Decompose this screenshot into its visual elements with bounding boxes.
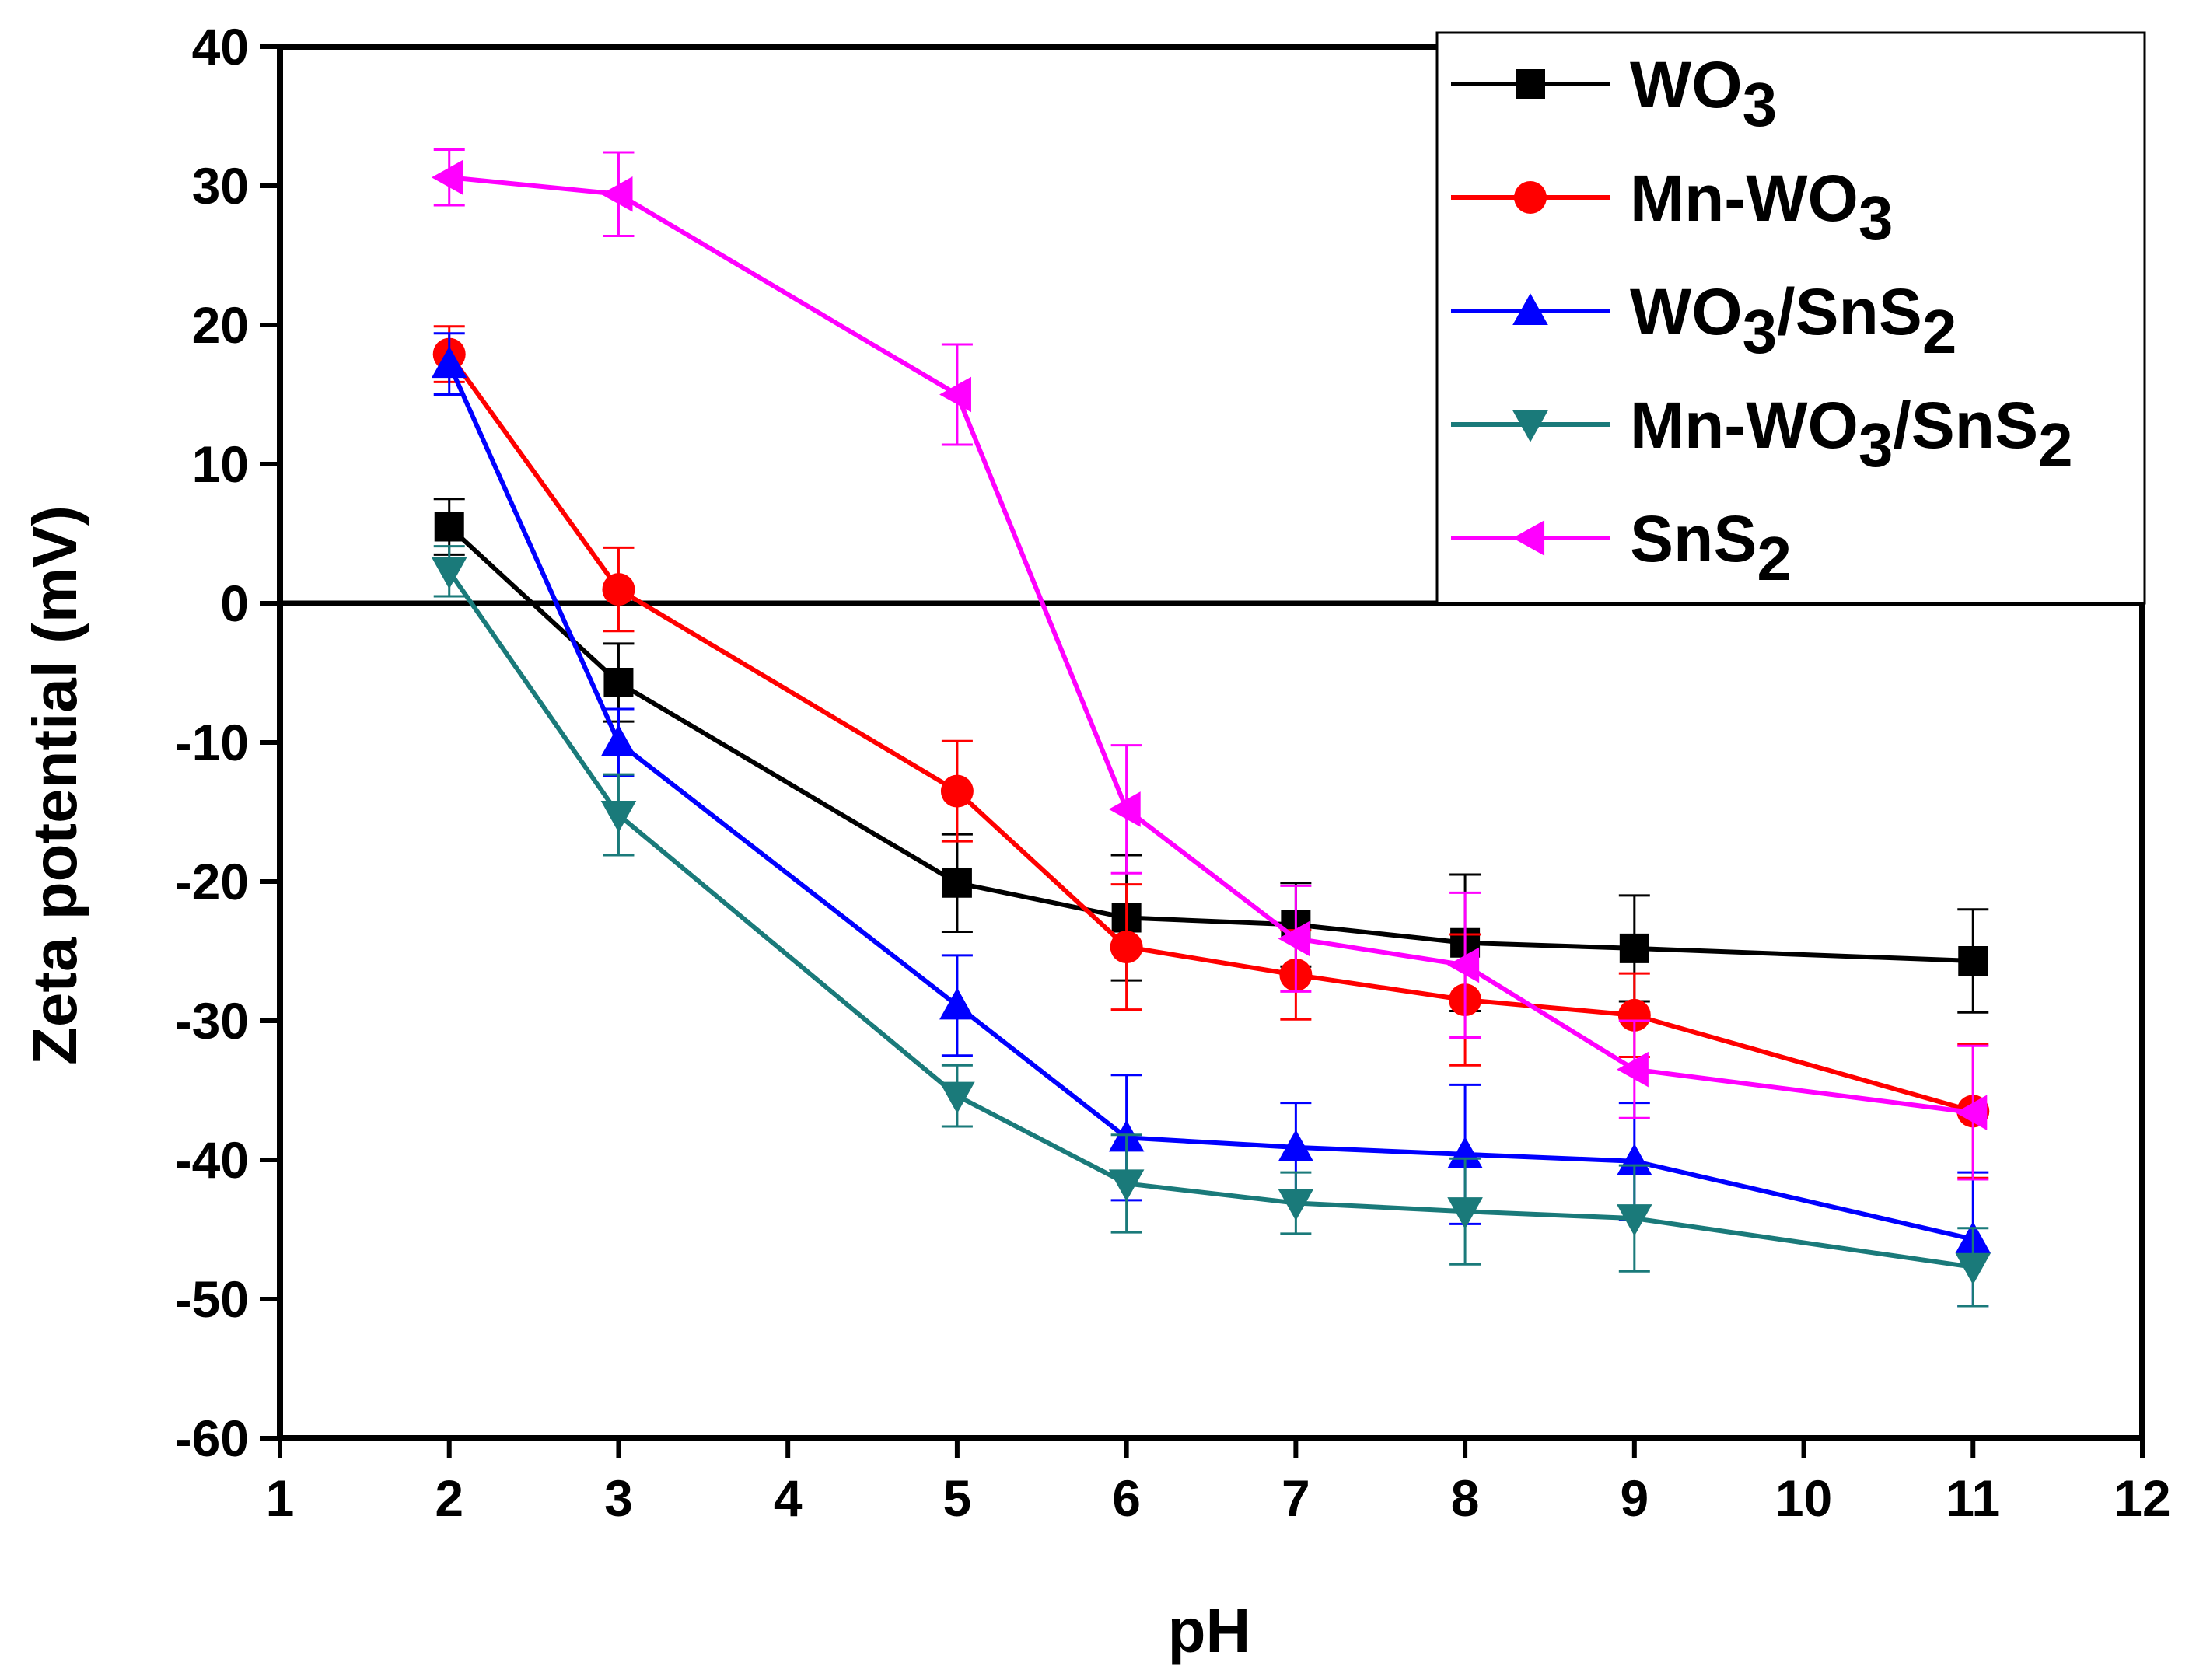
y-tick-label--30: -30 xyxy=(175,992,249,1050)
data-point-Mn-WO3/SnS2-11 xyxy=(1955,1252,1991,1285)
data-point-WO3/SnS2-3 xyxy=(600,725,637,757)
legend-item-WO3: WO3 xyxy=(1451,48,1777,139)
y-tick-label-10: 10 xyxy=(192,435,249,493)
y-tick-label--50: -50 xyxy=(175,1270,249,1328)
data-point-Mn-WO3-9 xyxy=(1617,998,1651,1032)
legend-marker-Mn-WO3 xyxy=(1514,181,1547,214)
data-point-WO3-5 xyxy=(942,868,972,898)
data-point-WO3-3 xyxy=(603,668,634,698)
data-point-SnS2-8 xyxy=(1447,947,1480,983)
data-point-WO3/SnS2-7 xyxy=(1278,1130,1314,1161)
y-tick-label-20: 20 xyxy=(192,296,249,354)
axes: 1 2 3 4 5 6 7 8 9 10 11 12-60-50-40-30-20-100102030… xyxy=(175,18,2171,1527)
x-tick-label-12: 12 xyxy=(2114,1469,2170,1527)
data-point-Mn-WO3/SnS2-8 xyxy=(1447,1197,1483,1230)
x-tick-label-2: 2 xyxy=(435,1469,463,1527)
data-point-Mn-WO3/SnS2-7 xyxy=(1278,1189,1314,1221)
x-tick-label-7: 7 xyxy=(1282,1469,1310,1527)
legend-marker-Mn-WO3/SnS2 xyxy=(1512,410,1548,442)
x-tick-label-11: 11 xyxy=(1946,1469,2000,1527)
x-tick-label-1: 1 xyxy=(266,1469,295,1527)
y-tick-label--60: -60 xyxy=(175,1409,249,1467)
y-tick-label--20: -20 xyxy=(175,853,249,910)
data-point-WO3-11 xyxy=(1958,946,1988,976)
legend-item-Mn-WO3: Mn-WO3 xyxy=(1451,162,1893,253)
data-point-Mn-WO3/SnS2-2 xyxy=(431,557,467,589)
data-point-Mn-WO3/SnS2-6 xyxy=(1108,1169,1145,1202)
legend-label-SnS2: SnS2 xyxy=(1630,502,1792,593)
x-axis-title: pH xyxy=(1168,1596,1251,1665)
legend: WO3 Mn-WO3 WO3/SnS2 Mn-WO3/SnS2 SnS2 xyxy=(1435,31,2146,605)
series-line-WO3/SnS2 xyxy=(446,362,1974,1242)
data-point-WO3-9 xyxy=(1619,933,1649,963)
series-Mn-WO3 xyxy=(432,325,1990,1179)
data-point-SnS2-3 xyxy=(600,176,633,212)
legend-label-WO3: WO3 xyxy=(1630,48,1777,139)
y-tick-label-40: 40 xyxy=(192,18,249,75)
data-point-Mn-WO3-6 xyxy=(1110,931,1143,964)
x-tick-label-5: 5 xyxy=(943,1469,972,1527)
series-Mn-WO3/SnS2 xyxy=(431,545,1991,1308)
y-axis-title: Zeta potential (mV) xyxy=(20,505,89,1065)
data-point-WO3-2 xyxy=(434,512,464,542)
data-point-Mn-WO3-3 xyxy=(602,573,635,606)
data-point-SnS2-6 xyxy=(1108,791,1141,827)
legend-box xyxy=(1435,31,2146,605)
y-tick-label--10: -10 xyxy=(175,714,249,771)
legend-marker-WO3/SnS2 xyxy=(1512,293,1548,326)
legend-label-WO3/SnS2: WO3/SnS2 xyxy=(1630,275,1956,366)
legend-marker-WO3 xyxy=(1516,69,1545,99)
series-line-WO3 xyxy=(447,525,1974,964)
data-point-Mn-WO3/SnS2-5 xyxy=(939,1081,975,1114)
x-tick-label-4: 4 xyxy=(774,1469,803,1527)
data-point-WO3/SnS2-8 xyxy=(1447,1137,1483,1168)
legend-item-WO3/SnS2: WO3/SnS2 xyxy=(1451,275,1956,366)
data-point-SnS2-5 xyxy=(939,376,971,413)
data-point-WO3/SnS2-2 xyxy=(431,346,467,379)
data-point-Mn-WO3/SnS2-9 xyxy=(1617,1204,1652,1236)
legend-label-Mn-WO3/SnS2: Mn-WO3/SnS2 xyxy=(1630,389,2073,480)
y-tick-label-0: 0 xyxy=(220,575,249,632)
data-point-WO3/SnS2-5 xyxy=(939,987,975,1020)
data-point-SnS2-7 xyxy=(1278,920,1310,957)
y-tick-label--40: -40 xyxy=(175,1131,249,1189)
x-tick-label-9: 9 xyxy=(1620,1469,1649,1527)
x-tick-label-10: 10 xyxy=(1775,1469,1832,1527)
x-tick-label-3: 3 xyxy=(604,1469,633,1527)
legend-item-Mn-WO3/SnS2: Mn-WO3/SnS2 xyxy=(1451,389,2073,480)
plot-area xyxy=(280,148,2142,1308)
data-point-SnS2-11 xyxy=(1955,1095,1988,1130)
data-point-SnS2-9 xyxy=(1617,1051,1649,1088)
series-line-Mn-WO3/SnS2 xyxy=(447,570,1974,1270)
series-SnS2 xyxy=(431,148,1989,1181)
data-point-WO3/SnS2-9 xyxy=(1617,1143,1652,1175)
series-line-Mn-WO3 xyxy=(447,352,1974,1114)
data-point-Mn-WO3-5 xyxy=(940,774,974,808)
y-tick-label-30: 30 xyxy=(192,157,249,215)
x-tick-label-8: 8 xyxy=(1451,1469,1480,1527)
legend-item-SnS2: SnS2 xyxy=(1451,502,1792,593)
x-tick-label-6: 6 xyxy=(1112,1469,1141,1527)
legend-label-Mn-WO3: Mn-WO3 xyxy=(1630,162,1893,253)
legend-marker-SnS2 xyxy=(1512,520,1545,556)
data-point-SnS2-2 xyxy=(431,159,463,196)
series-line-SnS2 xyxy=(449,175,1974,1116)
data-point-Mn-WO3/SnS2-3 xyxy=(600,801,637,833)
